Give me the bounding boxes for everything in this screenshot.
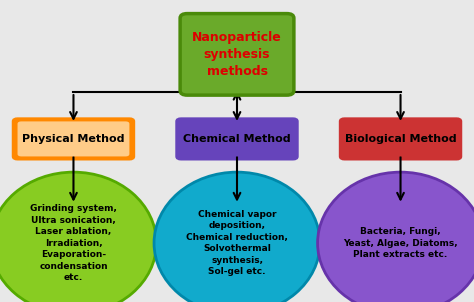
- Text: Biological Method: Biological Method: [345, 134, 456, 144]
- FancyBboxPatch shape: [340, 118, 461, 159]
- FancyBboxPatch shape: [176, 118, 298, 159]
- Ellipse shape: [318, 172, 474, 302]
- Ellipse shape: [0, 172, 156, 302]
- Ellipse shape: [154, 172, 320, 302]
- Text: Grinding system,
Ultra sonication,
Laser ablation,
Irradiation,
Evaporation-
con: Grinding system, Ultra sonication, Laser…: [30, 204, 117, 282]
- Text: Physical Method: Physical Method: [22, 134, 125, 144]
- Text: Chemical vapor
deposition,
Chemical reduction,
Solvothermal
synthesis,
Sol-gel e: Chemical vapor deposition, Chemical redu…: [186, 210, 288, 276]
- FancyBboxPatch shape: [345, 121, 456, 156]
- Text: Bacteria, Fungi,
Yeast, Algae, Diatoms,
Plant extracts etc.: Bacteria, Fungi, Yeast, Algae, Diatoms, …: [343, 227, 458, 259]
- FancyBboxPatch shape: [181, 121, 293, 156]
- Text: Nanoparticle
synthesis
methods: Nanoparticle synthesis methods: [192, 31, 282, 78]
- FancyBboxPatch shape: [180, 14, 294, 95]
- FancyBboxPatch shape: [18, 121, 129, 156]
- FancyBboxPatch shape: [13, 118, 134, 159]
- Text: Chemical Method: Chemical Method: [183, 134, 291, 144]
